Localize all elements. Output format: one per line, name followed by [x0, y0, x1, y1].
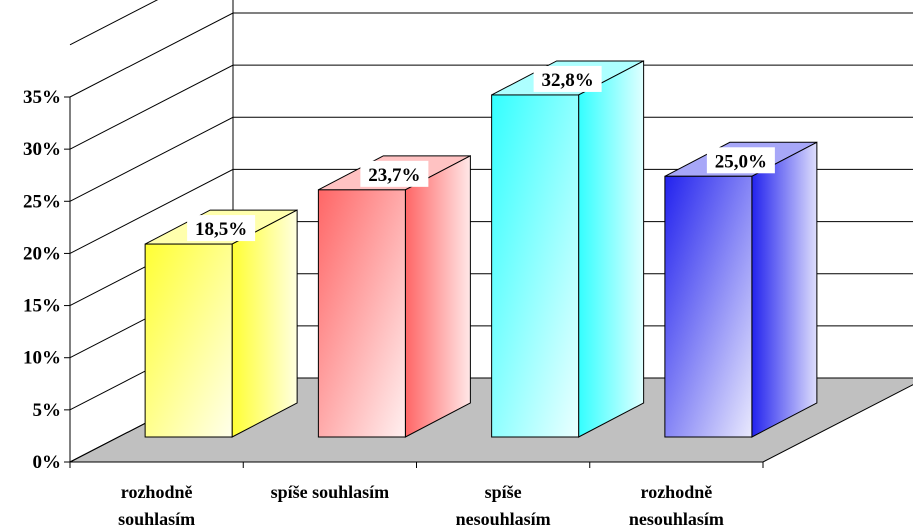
bar-side-1: [404, 155, 471, 438]
bar-side-2: [578, 60, 645, 438]
data-label-3: 25,0%: [715, 151, 767, 172]
bar-3: [664, 141, 818, 438]
y-tick-label-10: 10%: [23, 348, 61, 369]
gridline-40: [69, 0, 159, 46]
y-tick-label-0: 0%: [33, 452, 62, 473]
category-label-0-line-1: souhlasím: [118, 509, 195, 529]
category-label-2-line-1: nesouhlasím: [456, 509, 551, 529]
data-label-0: 18,5%: [195, 219, 247, 240]
category-label-2-line-0: spíše: [485, 482, 522, 502]
gridline-25: [69, 116, 913, 202]
data-label-1: 23,7%: [368, 165, 420, 186]
bar-side-3: [751, 141, 818, 438]
gridline-30: [69, 64, 913, 150]
bar-front-2: [491, 94, 580, 438]
bar-front-1: [317, 189, 406, 438]
y-tick-label-25: 25%: [23, 191, 61, 212]
data-label-bg-3: [706, 147, 775, 174]
y-tick-label-30: 30%: [23, 139, 61, 160]
y-tick-label-20: 20%: [23, 243, 61, 264]
y-tick-label-15: 15%: [23, 296, 61, 317]
y-tick-label-35: 35%: [23, 87, 61, 108]
category-label-3-line-0: rozhodně: [641, 482, 713, 502]
data-label-2: 32,8%: [542, 70, 594, 91]
data-label-bg-2: [533, 65, 602, 92]
bar-side-0: [231, 209, 298, 438]
y-tick-label-5: 5%: [33, 400, 62, 421]
bar-front-0: [144, 243, 233, 438]
data-label-bg-0: [187, 215, 256, 242]
bar-front-3: [664, 175, 753, 438]
bar-0: [144, 209, 298, 438]
gridline-35: [69, 12, 913, 98]
data-label-bg-1: [360, 160, 429, 187]
bar-1: [317, 155, 471, 438]
bar-2: [491, 60, 645, 438]
category-label-0-line-0: rozhodně: [121, 482, 193, 502]
category-label-1-line-0: spíše souhlasím: [271, 482, 390, 502]
category-label-3-line-1: nesouhlasím: [629, 509, 724, 529]
